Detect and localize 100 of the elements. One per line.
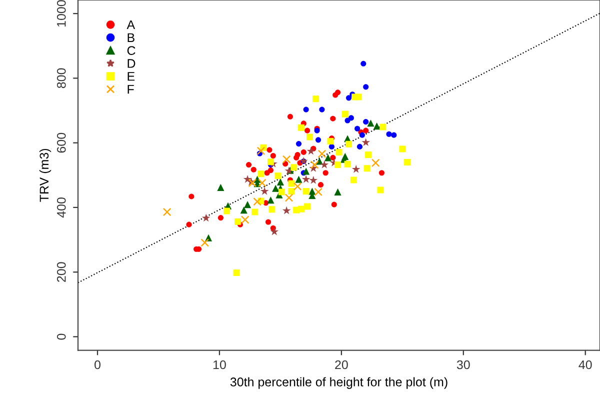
point [348,115,354,121]
legend-label: B [128,33,134,42]
point [270,152,276,159]
point [365,152,372,158]
point [371,158,380,168]
point [295,176,302,183]
point [268,168,274,174]
point [363,119,369,125]
point [344,160,351,168]
point [352,164,360,173]
legend-label: F [128,84,134,94]
point [304,128,310,134]
point [377,186,384,194]
y-axis-title: TRV (m3) [39,148,52,202]
point [304,203,311,210]
y-tick-label: 0 [56,334,66,340]
point [322,170,328,176]
point [324,154,332,162]
point [319,106,325,112]
point [399,146,406,152]
point [200,238,210,247]
point [300,149,306,155]
point [315,137,322,143]
point [282,155,291,164]
point [331,202,337,208]
point [267,196,274,204]
point [342,152,349,160]
point [306,134,313,140]
point [244,201,252,208]
point [346,95,352,101]
point [309,176,318,184]
point [282,206,291,214]
point [188,194,194,200]
point [378,170,384,176]
point [328,144,334,150]
legend-label: E [128,72,135,81]
point [302,174,310,183]
point [287,114,293,120]
point [268,206,276,213]
point [293,182,302,191]
point [386,131,392,137]
point [335,90,341,96]
point [373,122,380,130]
point [362,138,370,146]
point [224,208,230,214]
point [162,208,172,216]
point [267,158,274,166]
point [246,162,252,168]
point [256,146,266,156]
legend-label: D [128,59,136,68]
point [270,227,279,236]
point [288,180,295,187]
point [288,188,295,195]
x-tick-label: 10 [213,360,226,370]
point [354,126,360,132]
point [314,188,322,196]
point [367,120,374,127]
x-tick-label: 30 [456,360,470,370]
point [233,269,240,276]
point [327,138,334,144]
x-axis-title: 30th percentile of height for the plot (m) [230,377,448,389]
point [278,188,285,196]
legend-label: A [126,20,136,30]
x-tick-label: 0 [94,360,100,370]
point [260,186,269,195]
point [356,144,363,150]
point [350,176,357,184]
point [364,165,370,172]
point [218,215,224,221]
point [290,164,298,171]
point [355,94,362,100]
point [336,148,342,156]
x-tick-label: 40 [578,360,592,370]
point [272,184,280,192]
point [294,152,300,158]
point [330,116,336,122]
point [284,194,294,202]
point [363,84,369,90]
point [266,147,272,153]
point [334,188,342,196]
point [186,222,192,228]
y-tick-label: 600 [56,132,66,153]
point [330,154,336,160]
point [334,162,342,168]
point [404,158,411,166]
point [359,132,365,138]
point [306,146,316,155]
point [240,216,250,224]
point [217,184,224,191]
point [202,214,210,222]
point [298,124,304,131]
legend-label: C [127,46,136,55]
point [342,110,348,118]
point [258,170,264,178]
y-tick-label: 200 [56,262,66,282]
point [253,197,262,206]
point [252,208,258,216]
point [312,96,320,102]
point [240,206,248,214]
point [318,150,326,158]
